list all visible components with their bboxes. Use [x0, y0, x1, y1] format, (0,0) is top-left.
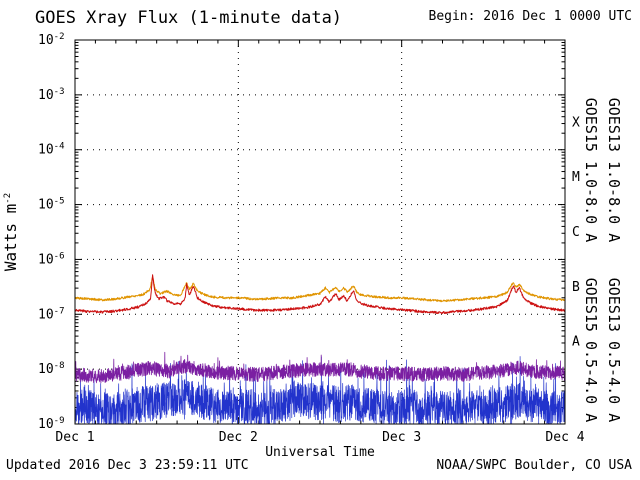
- flare-class-label: M: [572, 170, 580, 185]
- y-tick-labels: 10-210-310-410-510-610-710-810-9: [38, 32, 65, 432]
- begin-label: Begin: 2016 Dec 1 0000 UTC: [429, 9, 633, 24]
- x-tick-label: Dec 4: [545, 430, 584, 445]
- flare-class-scale: X M C B A: [572, 115, 580, 349]
- y-axis-title: Watts m-2: [1, 193, 20, 271]
- y-axis-title-text: Watts m-2: [1, 193, 20, 271]
- x-axis-title: Universal Time: [265, 445, 375, 460]
- credit-text: NOAA/SWPC Boulder, CO USA: [436, 458, 632, 473]
- flare-class-label: X: [572, 115, 580, 130]
- y-tick-label: 10-3: [38, 87, 65, 103]
- x-tick-label: Dec 2: [219, 430, 258, 445]
- legend-goes15-short: GOES15 0.5-4.0 A: [582, 278, 600, 423]
- trace-goes15-long: [74, 274, 566, 315]
- y-tick-label: 10-8: [38, 361, 65, 377]
- y-tick-label: 10-4: [38, 142, 65, 158]
- flare-class-label: C: [572, 225, 580, 240]
- y-tick-label: 10-5: [38, 197, 65, 213]
- legend-goes15-long: GOES15 1.0-8.0 A: [582, 98, 600, 243]
- y-tick-label: 10-7: [38, 306, 65, 322]
- flare-class-label: B: [572, 280, 580, 295]
- chart-title: GOES Xray Flux (1-minute data): [35, 8, 342, 28]
- x-tick-label: Dec 1: [55, 430, 94, 445]
- updated-timestamp: Updated 2016 Dec 3 23:59:11 UTC: [6, 458, 249, 473]
- plot-frame: [74, 39, 566, 425]
- y-tick-label: 10-6: [38, 251, 65, 267]
- flare-class-label: A: [572, 335, 580, 350]
- trace-goes13-short: [74, 351, 566, 384]
- legend-goes13-short: GOES13 0.5-4.0 A: [605, 278, 623, 423]
- x-tick-label: Dec 3: [382, 430, 421, 445]
- x-tick-labels: Dec 1 Dec 2 Dec 3 Dec 4: [55, 430, 584, 445]
- legend-goes13-long: GOES13 1.0-8.0 A: [605, 98, 623, 243]
- data-series: [74, 274, 566, 425]
- trace-goes13-long: [74, 276, 566, 303]
- y-tick-label: 10-2: [38, 32, 65, 48]
- trace-goes15-short: [74, 356, 566, 425]
